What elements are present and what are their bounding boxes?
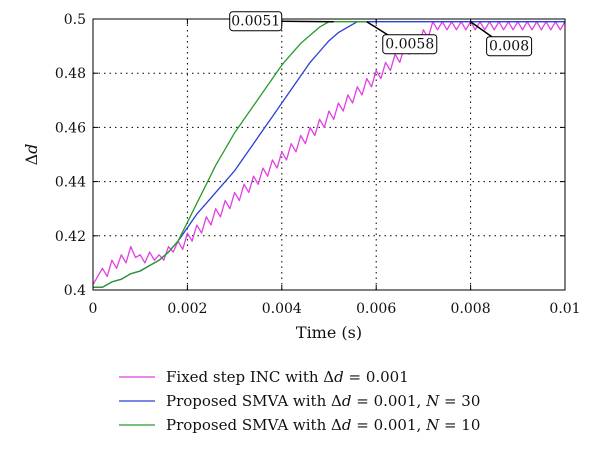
legend: Fixed step INC with Δd = 0.001 Proposed S… (119, 368, 480, 434)
legend-label-1: Fixed step INC with Δd = 0.001 (166, 368, 409, 386)
grid (93, 19, 565, 290)
y-tick-label: 0.42 (55, 229, 86, 245)
callout-label: 0.0051 (231, 14, 280, 30)
callouts: 0.0051 0.0058 0.008 (229, 11, 533, 57)
series-group (92, 21, 566, 288)
y-tick-label: 0.5 (64, 12, 86, 28)
x-tick-label: 0.01 (549, 301, 580, 317)
legend-label-2: Proposed SMVA with Δd = 0.001, N = 30 (166, 392, 480, 410)
y-tick-label: 0.46 (55, 120, 86, 136)
x-tick-label: 0 (89, 301, 98, 317)
y-tick-label: 0.4 (64, 283, 86, 299)
x-tick-label: 0.004 (262, 301, 302, 317)
y-axis-label-var: d (22, 144, 41, 154)
series-line-2 (93, 21, 565, 288)
axis-ticks: 0 0.002 0.004 0.006 0.008 0.01 0.4 0.42 0.44 0.46… (55, 12, 581, 317)
y-tick-label: 0.44 (55, 175, 86, 191)
callout-box (382, 34, 438, 55)
callout-box (486, 36, 533, 57)
series-line-1 (92, 21, 566, 285)
x-axis-label: Time (s) (296, 323, 362, 342)
x-tick-label: 0.006 (356, 301, 396, 317)
y-axis-label-prefix: Δ (22, 154, 41, 166)
callout-label: 0.0058 (385, 37, 434, 53)
callout-leader (470, 21, 496, 40)
callout-label: 0.008 (489, 39, 529, 55)
callout-box (229, 11, 283, 32)
series-line-3 (93, 21, 367, 288)
plot-area-frame (92, 18, 566, 291)
x-tick-label: 0.002 (167, 301, 207, 317)
y-tick-label: 0.48 (55, 66, 86, 82)
x-tick-label: 0.008 (451, 301, 491, 317)
legend-label-3: Proposed SMVA with Δd = 0.001, N = 10 (166, 416, 480, 434)
callout-leader (281, 20, 334, 23)
y-axis-label: Δd (22, 144, 41, 166)
